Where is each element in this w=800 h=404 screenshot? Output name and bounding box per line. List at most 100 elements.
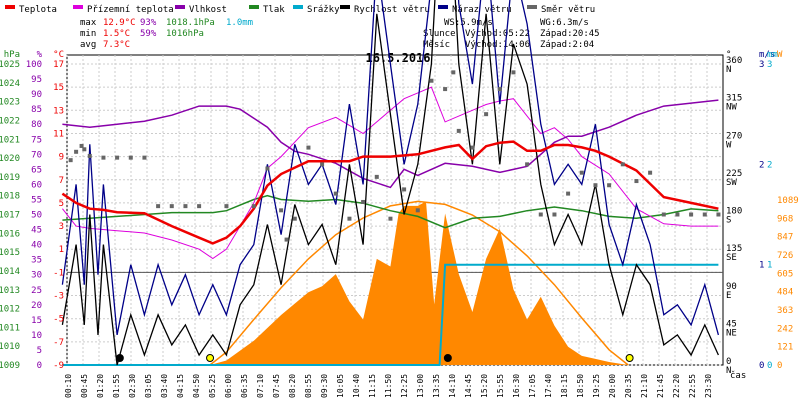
hpa-axis-tick: 1017 [0,211,20,221]
legend-label: Vlhkost [189,5,227,15]
legend-swatch [293,5,303,9]
w-axis-tick: 726 [777,251,793,261]
time-tick: 04:50 [192,374,201,398]
time-tick: 20:00 [608,374,617,398]
hpa-axis-tick: 1025 [0,60,20,70]
dir-axis-tick: 360 [726,56,742,66]
wind-direction-point [661,212,666,217]
time-tick: 11:15 [368,374,377,398]
wind-direction-point [101,155,106,160]
stats-min-press: 1016hPa [166,29,204,39]
wind-direction-point [169,204,174,209]
dir-axis-name: SE [726,253,737,263]
stats-max-temp: 12.9°C [103,18,136,28]
legend-label: Srážky [307,5,340,15]
time-tick: 09:30 [320,374,329,398]
wind-direction-point [648,170,653,175]
w-axis-tick: 121 [777,343,793,353]
wind-direction-point [374,174,379,179]
series-lines [61,0,720,366]
moonrise-marker [443,354,452,362]
wind-direction-point [402,187,407,192]
legend-label: Směr větru [541,5,595,15]
pct-axis-tick: 5 [37,346,42,356]
time-tick: 20:35 [624,374,633,398]
wind-direction-point [634,179,639,184]
wind-direction-point [579,170,584,175]
wind-direction-point [306,145,311,150]
degc-axis-tick: -7 [53,338,64,348]
legend-swatch [438,5,448,9]
wind-direction-point [156,204,161,209]
sunrise-marker [206,354,215,362]
sunset-time: Západ:20:45 [540,29,600,39]
stats-max-label: max [80,18,97,28]
hpa-axis-tick: 1016 [0,229,20,239]
pct-axis-tick: 90 [31,90,42,100]
wind-direction-point [224,204,229,209]
humidity-line [62,99,719,189]
time-tick: 13:35 [432,374,441,398]
wind-direction-point [197,204,202,209]
pct-axis-tick: 60 [31,180,42,190]
dir-axis-name: E [726,291,731,301]
pct-axis-tick: 100 [26,60,42,70]
w-axis-tick: 363 [777,306,793,316]
time-tick: 01:55 [112,374,121,398]
hpa-axis-tick: 1022 [0,116,20,126]
legend-label: Přízemní teplota [87,5,174,15]
time-tick: 18:50 [576,374,585,398]
degc-axis-unit: °C [53,50,64,60]
w-axis-tick: 242 [777,324,793,334]
degc-axis-tick: 7 [59,176,64,186]
wind-direction-point [388,216,393,221]
wind-direction-point [284,237,289,242]
mm-axis-tick: 0 [767,361,772,371]
time-tick: 06:35 [240,374,249,398]
time-tick: 03:40 [160,374,169,398]
moonset-marker [115,354,124,362]
wind-direction-point [333,191,338,196]
wind-direction-point [415,208,420,213]
time-tick: 06:00 [224,374,233,398]
time-tick: 21:10 [640,374,649,398]
wind-direction-point [552,212,557,217]
wind-direction-point [566,191,571,196]
legend-swatch [73,5,83,9]
degc-axis-tick: 3 [59,222,64,232]
time-tick: 03:05 [144,374,153,398]
degc-axis-tick: 5 [59,199,64,209]
degc-axis-tick: 11 [53,129,64,139]
hpa-axis-tick: 1012 [0,305,20,315]
time-tick: 17:40 [544,374,553,398]
degc-axis-tick: 1 [59,245,64,255]
wind-direction-point [347,216,352,221]
dir-axis-name: N [726,366,731,376]
time-tick: 23:30 [704,374,713,398]
hpa-axis-tick: 1011 [0,323,20,333]
dir-axis-tick: 90 [726,282,737,292]
ms-axis-tick: 3 [759,60,764,70]
wind-direction-point [320,162,325,167]
legend-swatch [5,5,15,9]
wind-speed-max: WS:5.9m/s [444,18,493,28]
time-tick: 10:40 [352,374,361,398]
pct-axis-tick: 65 [31,165,42,175]
time-tick: 07:10 [256,374,265,398]
hpa-axis-tick: 1021 [0,135,20,145]
time-tick: 21:45 [656,374,665,398]
time-tick: 10:05 [336,374,345,398]
dir-axis-name: W [726,140,732,150]
wind-direction-point [511,70,516,75]
pct-axis-tick: 30 [31,271,42,281]
dir-axis-name: NW [726,103,737,113]
degc-axis-tick: 13 [53,106,64,116]
dir-axis-name: NE [726,328,737,338]
dir-axis-name: N [726,65,731,75]
time-tick: 13:00 [416,374,425,398]
wind-direction-point [702,212,707,217]
solar-radiation [62,201,719,365]
